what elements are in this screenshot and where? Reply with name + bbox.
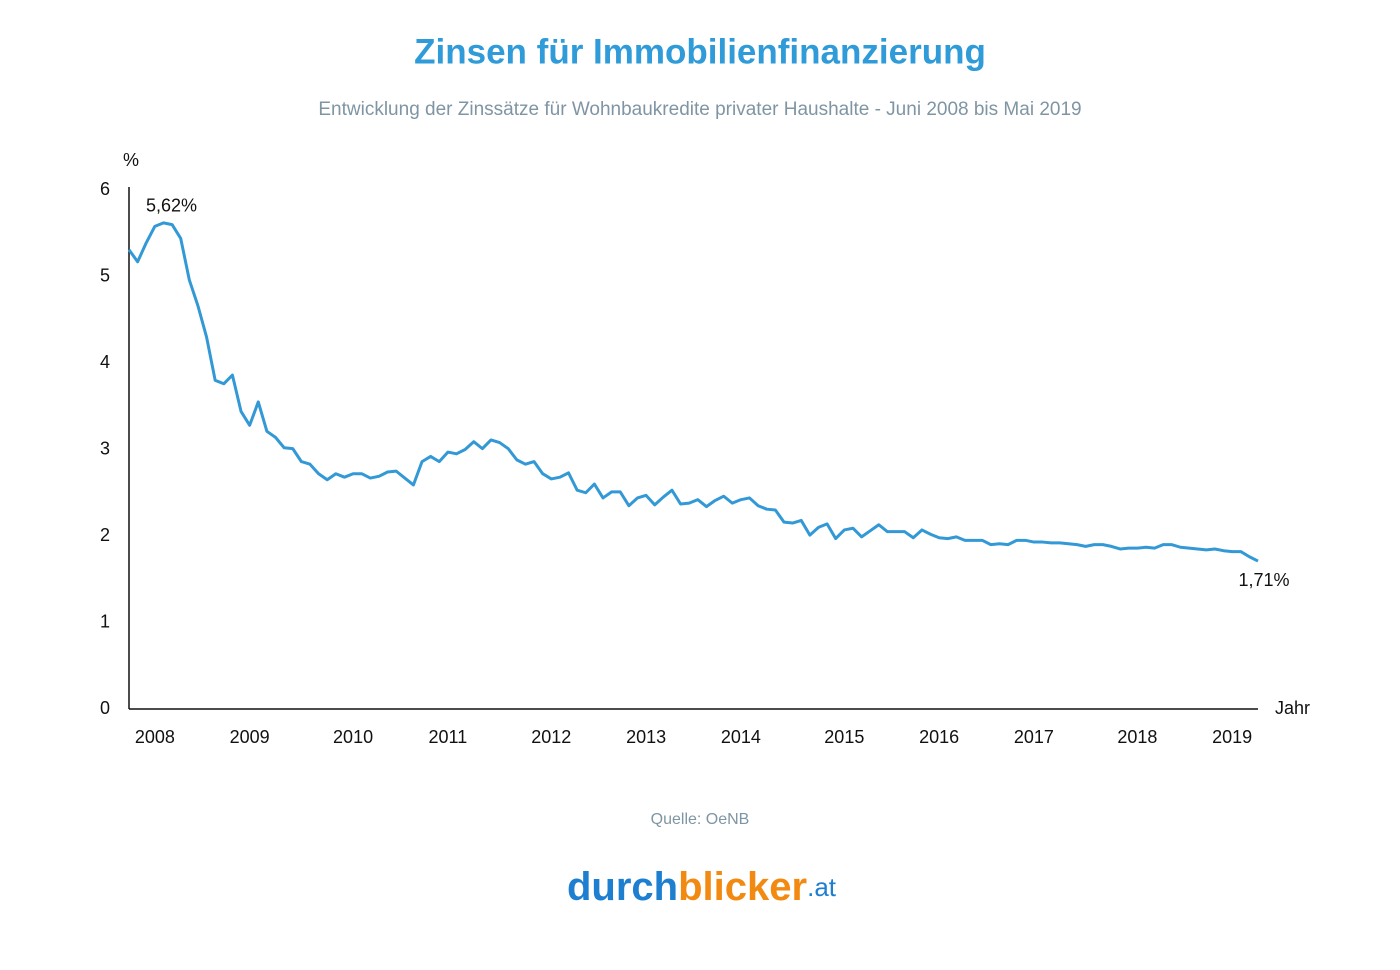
- y-axis-label: %: [123, 150, 139, 170]
- data-label: 5,62%: [146, 196, 197, 216]
- source-note: Quelle: OeNB: [651, 811, 750, 828]
- x-tick-label: 2011: [429, 727, 468, 747]
- x-tick-label: 2018: [1117, 727, 1157, 747]
- logo-part: durch: [567, 865, 678, 909]
- data-label: 1,71%: [1238, 570, 1289, 590]
- y-tick-label: 2: [100, 525, 110, 545]
- x-tick-label: 2014: [721, 727, 761, 747]
- x-tick-label: 2012: [531, 727, 571, 747]
- logo-part: durchblicker.at: [567, 865, 837, 909]
- x-tick-label: 2016: [919, 727, 959, 747]
- x-tick-label: 2013: [626, 727, 666, 747]
- x-tick-label: 2019: [1212, 727, 1252, 747]
- x-tick-label: 2015: [824, 727, 864, 747]
- x-tick-label: 2008: [135, 727, 175, 747]
- logo-part: .at: [807, 872, 837, 902]
- x-tick-label: 2010: [333, 727, 373, 747]
- y-tick-label: 0: [100, 698, 110, 718]
- y-tick-label: 6: [100, 179, 110, 199]
- y-tick-label: 4: [100, 352, 110, 372]
- logo-part: blicker: [678, 865, 807, 909]
- y-tick-label: 1: [100, 611, 110, 631]
- data-line: [127, 221, 1259, 563]
- x-axis-label: Jahr: [1275, 698, 1310, 718]
- logo: durchblicker.at: [566, 864, 837, 910]
- chart-subtitle: Entwicklung der Zinssätze für Wohnbaukre…: [318, 99, 1081, 120]
- x-tick-label: 2009: [230, 727, 270, 747]
- chart-title: Zinsen für Immobilienfinanzierung: [414, 32, 986, 71]
- y-tick-label: 3: [100, 438, 110, 458]
- x-tick-label: 2017: [1014, 727, 1054, 747]
- y-tick-label: 5: [100, 265, 110, 285]
